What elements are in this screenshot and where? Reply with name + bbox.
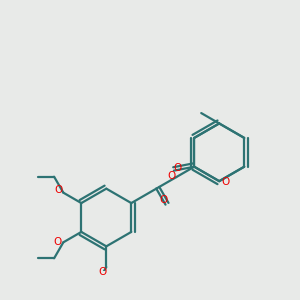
Text: O: O <box>167 171 176 181</box>
Text: O: O <box>55 185 63 195</box>
Text: O: O <box>99 267 107 277</box>
Text: O: O <box>221 177 229 187</box>
Text: O: O <box>173 163 182 173</box>
Text: O: O <box>159 195 167 205</box>
Text: O: O <box>53 237 62 247</box>
